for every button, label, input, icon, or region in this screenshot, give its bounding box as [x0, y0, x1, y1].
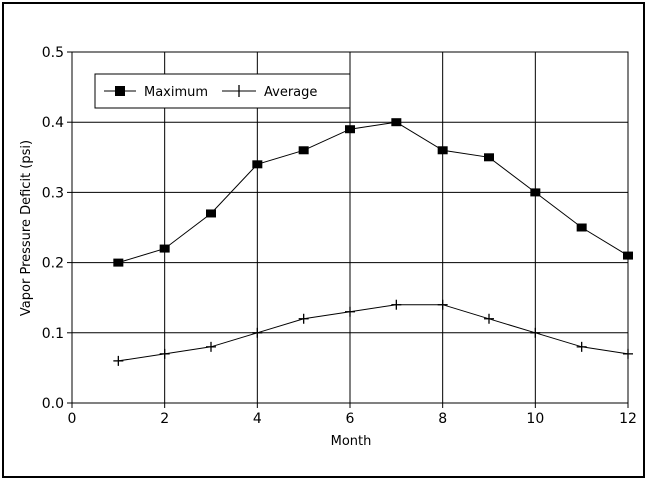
legend-marker-maximum — [115, 86, 125, 96]
point-maximum — [391, 118, 402, 127]
series-line-average — [118, 304, 629, 362]
legend-label-average: Average — [264, 85, 317, 100]
y-tick-label: 0.3 — [42, 185, 64, 201]
point-average — [159, 348, 170, 359]
point-average — [530, 327, 541, 338]
axis-ticks: 0 2 4 6 8 10 12 0.0 0.1 0.2 0.3 0.4 0.5 — [42, 45, 637, 427]
x-tick-label: 12 — [619, 411, 637, 427]
point-average — [298, 313, 309, 324]
x-tick-label: 6 — [346, 411, 355, 427]
y-tick-label: 0.2 — [42, 256, 64, 272]
point-average — [206, 341, 216, 352]
x-axis-title: Month — [331, 434, 372, 449]
point-maximum — [576, 223, 587, 232]
legend: Maximum Average — [94, 73, 351, 109]
point-maximum — [530, 188, 541, 197]
point-maximum — [206, 209, 216, 218]
point-average — [576, 341, 587, 352]
point-average — [252, 327, 263, 338]
point-maximum — [437, 146, 448, 155]
y-tick-label: 0.5 — [42, 45, 64, 61]
point-maximum — [623, 251, 633, 260]
point-maximum — [298, 146, 309, 155]
x-tick-label: 2 — [160, 411, 169, 427]
x-tick-label: 0 — [68, 411, 77, 427]
point-maximum — [345, 125, 355, 134]
point-average — [345, 306, 355, 317]
point-average — [623, 348, 633, 359]
series-layer — [113, 118, 633, 366]
point-maximum — [484, 153, 494, 162]
series-line-maximum — [118, 121, 629, 264]
y-tick-label: 0.1 — [42, 326, 64, 342]
legend-label-maximum: Maximum — [144, 85, 208, 100]
y-axis-title: Vapor Pressure Deficit (psi) — [19, 140, 34, 316]
y-tick-label: 0.4 — [42, 115, 64, 131]
point-average — [437, 299, 448, 310]
point-average — [113, 355, 124, 366]
point-maximum — [252, 160, 263, 169]
x-tick-label: 4 — [253, 411, 262, 427]
point-maximum — [113, 258, 124, 267]
x-tick-label: 8 — [438, 411, 447, 427]
y-tick-label: 0.0 — [42, 396, 64, 412]
point-average — [484, 313, 494, 324]
point-maximum — [159, 244, 170, 253]
point-average — [391, 299, 402, 310]
x-tick-label: 10 — [526, 411, 544, 427]
